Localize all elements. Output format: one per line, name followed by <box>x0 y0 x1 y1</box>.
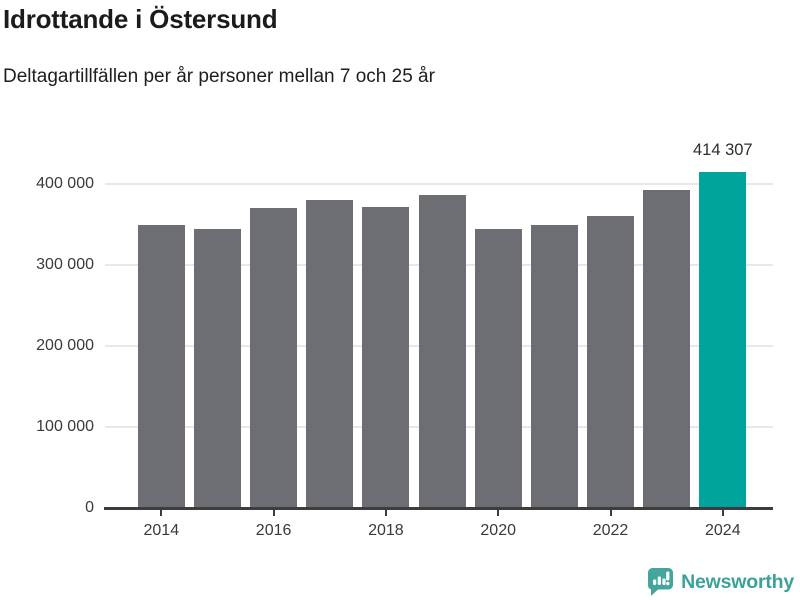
x-tick-mark <box>497 509 500 516</box>
x-tick-label: 2020 <box>480 522 516 539</box>
bar <box>530 224 578 508</box>
brand-footer: Newsworthy <box>647 567 794 597</box>
gridline <box>105 183 773 185</box>
x-tick-label: 2018 <box>368 522 404 539</box>
bar <box>643 189 691 508</box>
bar <box>137 224 185 508</box>
x-tick-mark <box>272 509 275 516</box>
x-axis-line <box>104 506 773 510</box>
bar <box>306 200 354 508</box>
bar <box>418 195 466 508</box>
y-tick-label: 100 000 <box>36 418 94 435</box>
y-tick-label: 0 <box>85 499 94 516</box>
x-tick-label: 2014 <box>143 522 180 539</box>
x-tick-mark <box>160 509 163 516</box>
y-tick-label: 200 000 <box>36 337 94 354</box>
x-tick-label: 2016 <box>255 522 292 539</box>
chart-title: Idrottande i Östersund <box>3 4 278 34</box>
brand-name: Newsworthy <box>681 570 794 593</box>
bar <box>193 229 241 508</box>
x-tick-label: 2024 <box>705 522 741 539</box>
bar <box>250 208 298 508</box>
x-tick-mark <box>609 509 612 516</box>
chart-subtitle: Deltagartillfällen per år personer mella… <box>3 66 435 87</box>
x-tick-label: 2022 <box>592 522 629 539</box>
value-label: 414 307 <box>692 141 753 160</box>
y-tick-label: 400 000 <box>36 175 94 192</box>
newsworthy-logo-icon <box>647 567 674 597</box>
x-tick-mark <box>384 509 387 516</box>
bar <box>362 207 410 508</box>
bar <box>699 172 747 508</box>
bar <box>587 215 634 508</box>
y-tick-label: 300 000 <box>36 256 94 273</box>
x-tick-mark <box>721 509 724 516</box>
bar <box>474 228 522 508</box>
